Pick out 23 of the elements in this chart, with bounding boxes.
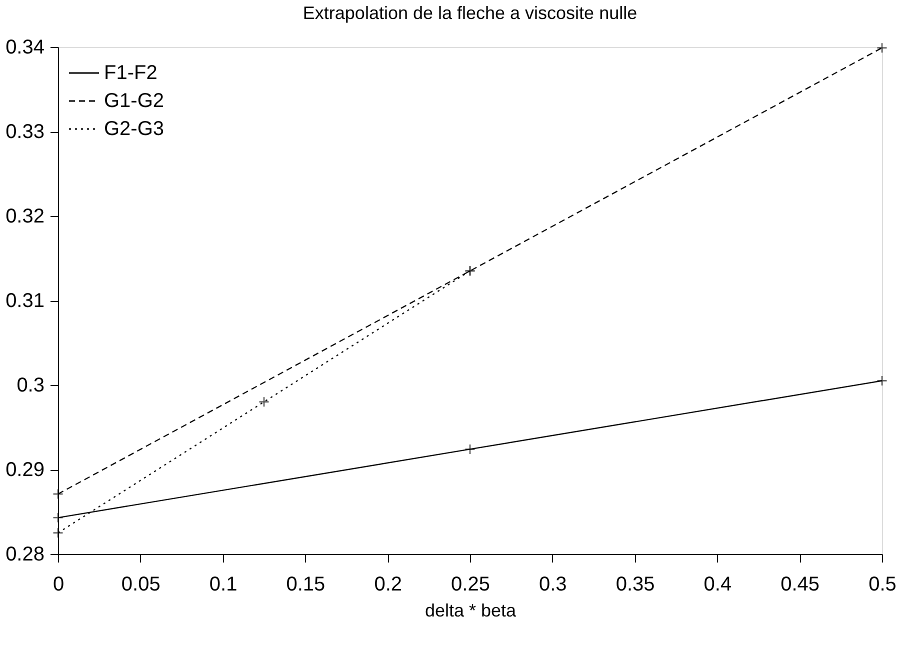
x-tick-label: 0.1 [209, 574, 238, 596]
x-tick-label: 0.45 [780, 574, 820, 596]
x-tick-label: 0.25 [451, 574, 490, 596]
x-tick-label: 0.2 [374, 574, 402, 596]
x-tick-label: 0.35 [616, 574, 655, 596]
legend-label: G2-G3 [104, 118, 164, 140]
x-tick-label: 0.3 [538, 574, 567, 596]
y-tick-label: 0.33 [6, 121, 44, 143]
legend-label: G1-G2 [104, 90, 164, 112]
x-tick-label: 0.15 [286, 574, 326, 596]
x-tick-label: 0 [52, 574, 64, 596]
x-tick-label: 0.05 [121, 574, 160, 596]
x-axis-title: delta * beta [424, 600, 518, 620]
y-tick-label: 0.29 [6, 459, 44, 481]
y-tick-label: 0.32 [6, 206, 44, 228]
y-tick-label: 0.28 [6, 544, 44, 566]
y-tick-label: 0.3 [16, 374, 44, 396]
legend-label: F1-F2 [104, 62, 158, 84]
x-tick-label: 0.4 [704, 574, 732, 596]
y-tick-label: 0.34 [6, 36, 44, 58]
x-tick-label: 0.5 [868, 574, 896, 596]
chart-title: Extrapolation de la fleche a viscosite nulle [302, 3, 638, 23]
y-tick-label: 0.31 [6, 290, 44, 312]
